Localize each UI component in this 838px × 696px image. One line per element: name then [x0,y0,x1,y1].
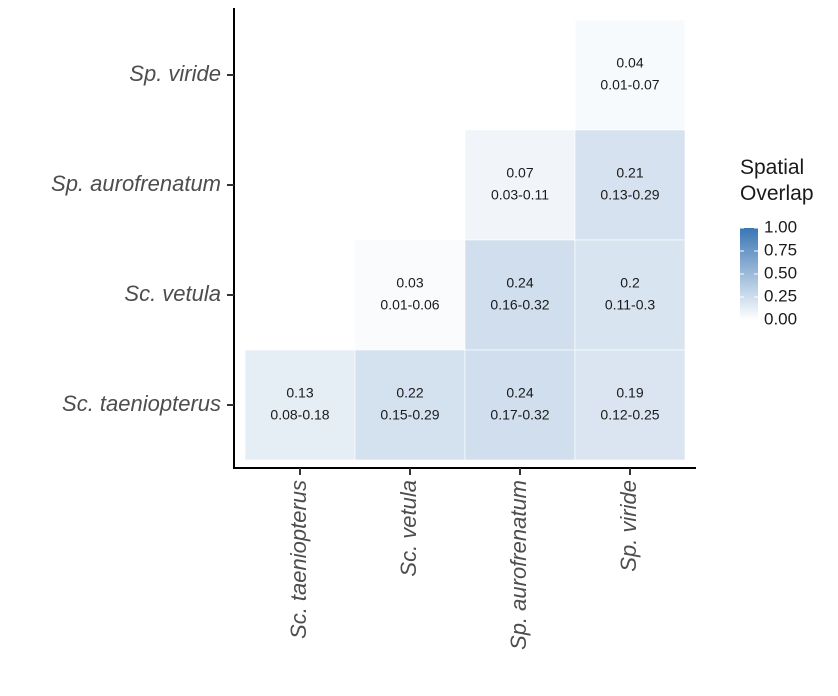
cell-interval: 0.16-0.32 [490,297,549,313]
colorbar-tick-label: 0.50 [764,263,797,282]
cell-interval: 0.12-0.25 [600,407,659,423]
cell [574,239,686,351]
colorbar-tick-label: 0.00 [764,309,797,328]
cell [354,239,466,351]
cell-interval: 0.01-0.06 [380,297,439,313]
colorbar-tick-label: 0.75 [764,240,797,259]
cell [574,349,686,461]
cell-interval: 0.03-0.11 [491,187,549,203]
x-tick-label: Sp. viride [616,480,641,572]
cell-value: 0.2 [620,275,640,291]
cell [574,129,686,241]
cell-value: 0.22 [396,385,423,401]
cell-value: 0.04 [616,55,643,71]
cell-interval: 0.11-0.3 [605,297,656,313]
cell-value: 0.24 [506,275,533,291]
colorbar [740,228,758,320]
colorbar-tick-label: 0.25 [764,286,797,305]
cell-interval: 0.08-0.18 [270,407,329,423]
y-tick-label: Sc. vetula [124,281,221,306]
cell-value: 0.21 [616,165,643,181]
legend-title: Spatial Overlap [740,156,814,205]
cell [464,349,576,461]
cell-value: 0.13 [286,385,313,401]
cell-interval: 0.01-0.07 [600,77,659,93]
cell-interval: 0.15-0.29 [380,407,439,423]
y-tick-label: Sc. taeniopterus [62,391,221,416]
cell-interval: 0.13-0.29 [600,187,659,203]
cell-value: 0.19 [616,385,643,401]
cell-value: 0.07 [506,165,533,181]
x-tick-label: Sc. taeniopterus [286,480,311,639]
cell [464,239,576,351]
cell [464,129,576,241]
colorbar-tick-label: 1.00 [764,217,797,236]
cell [574,19,686,131]
cell-value: 0.24 [506,385,533,401]
x-tick-label: Sc. vetula [396,480,421,577]
cell [354,349,466,461]
y-tick-label: Sp. viride [129,61,221,86]
x-tick-label: Sp. aurofrenatum [506,480,531,650]
cell-value: 0.03 [396,275,423,291]
cell [244,349,356,461]
y-tick-label: Sp. aurofrenatum [51,171,221,196]
cell-interval: 0.17-0.32 [490,407,549,423]
